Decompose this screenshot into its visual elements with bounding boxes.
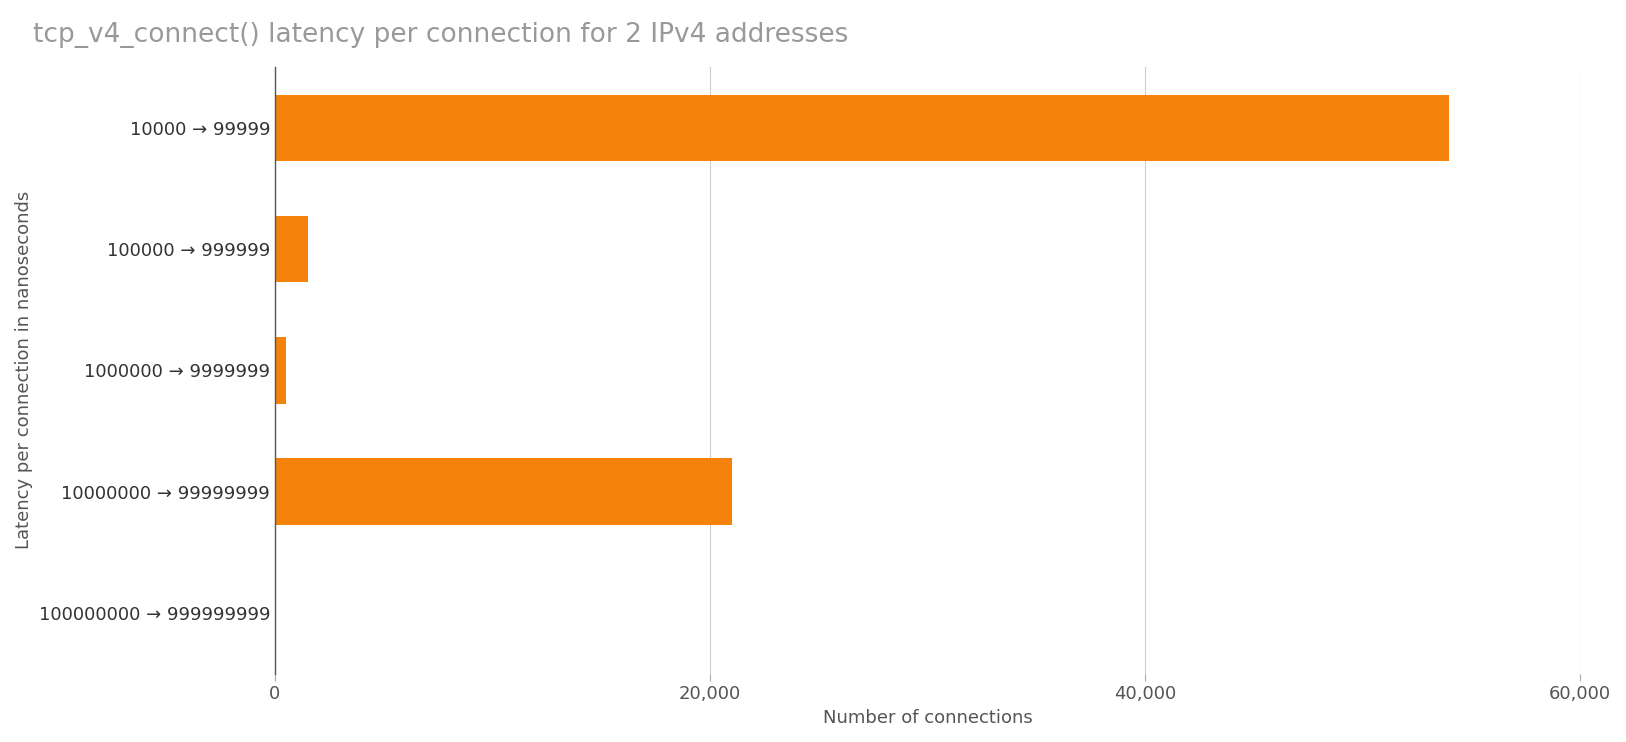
Bar [275,337,286,404]
Bar [275,216,307,283]
Y-axis label: Latency per connection in nanoseconds: Latency per connection in nanoseconds [15,191,33,549]
X-axis label: Number of connections: Number of connections [823,709,1033,727]
Bar [275,458,732,525]
Text: tcp_v4_connect() latency per connection for 2 IPv4 addresses: tcp_v4_connect() latency per connection … [33,22,847,48]
Bar [275,94,1449,161]
